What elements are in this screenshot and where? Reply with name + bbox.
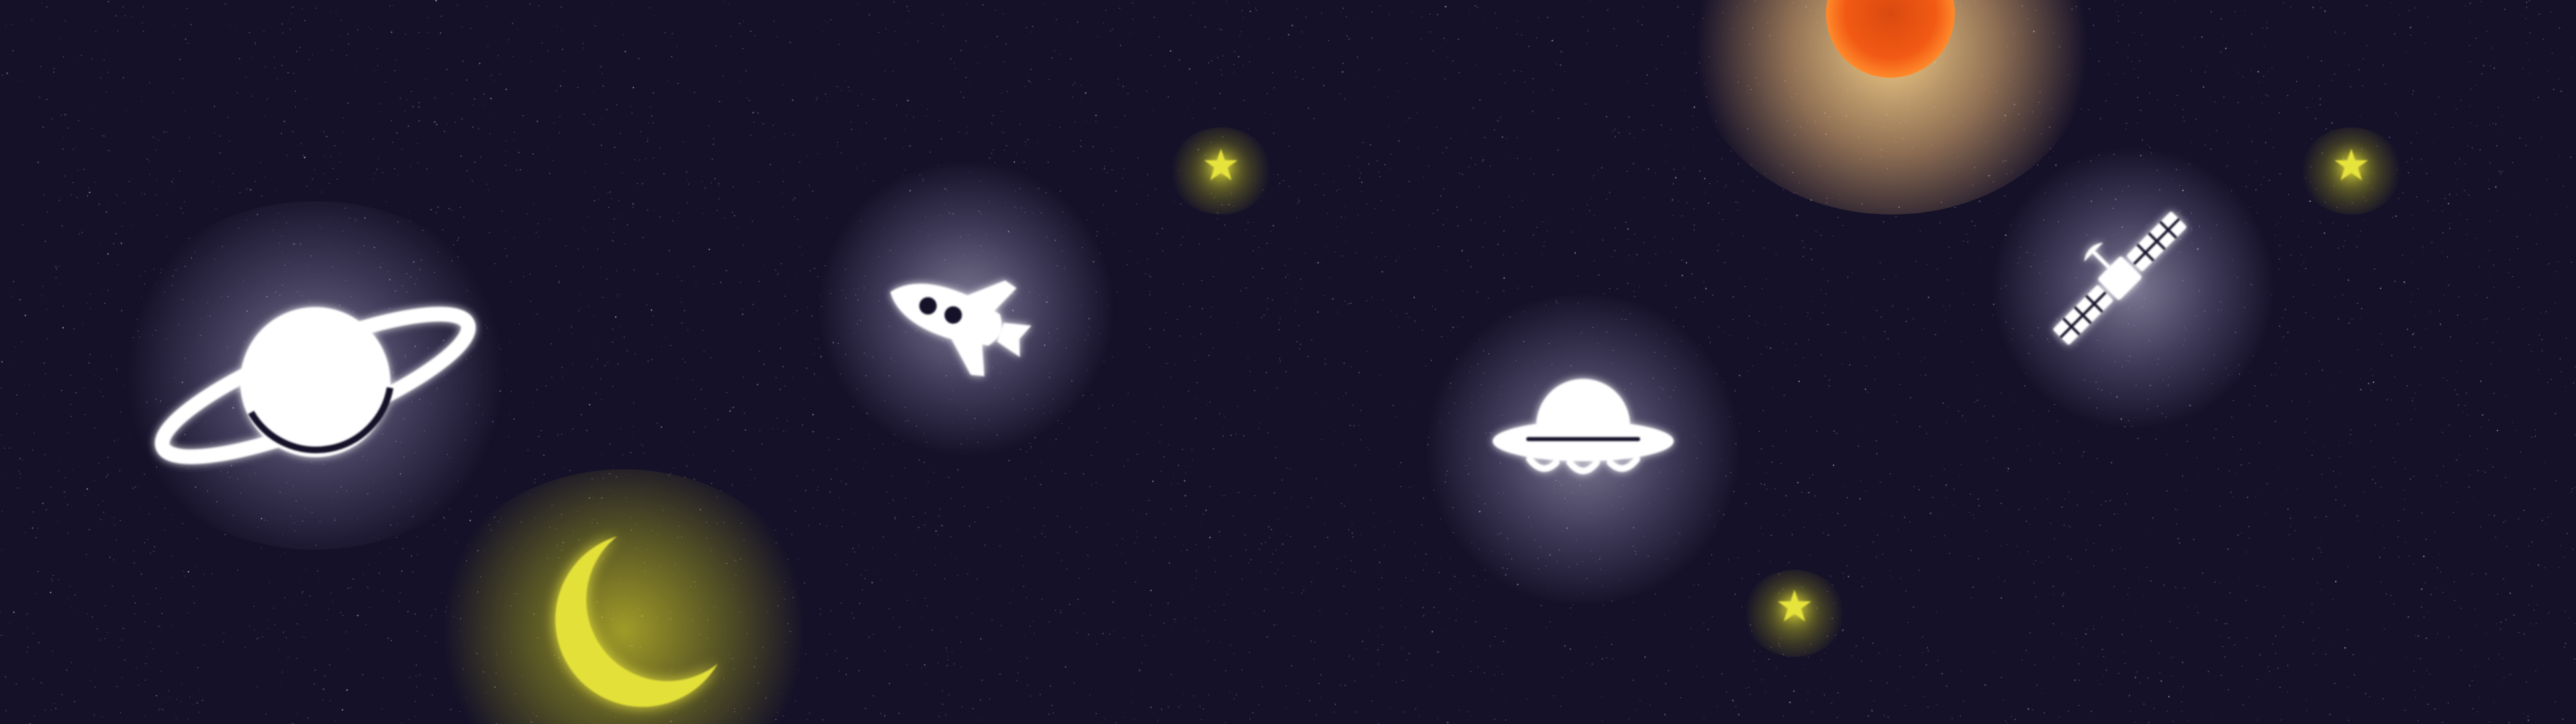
star-icon (1203, 147, 1239, 182)
ringed-planet-icon (148, 295, 483, 469)
rocket-icon (879, 255, 1046, 382)
star-icon (2333, 147, 2369, 182)
ufo-icon (1489, 375, 1677, 503)
star-icon (1776, 589, 1813, 623)
satellite-icon (2043, 198, 2197, 359)
sun-icon (1823, 0, 1957, 80)
crescent-moon-icon (537, 530, 724, 717)
